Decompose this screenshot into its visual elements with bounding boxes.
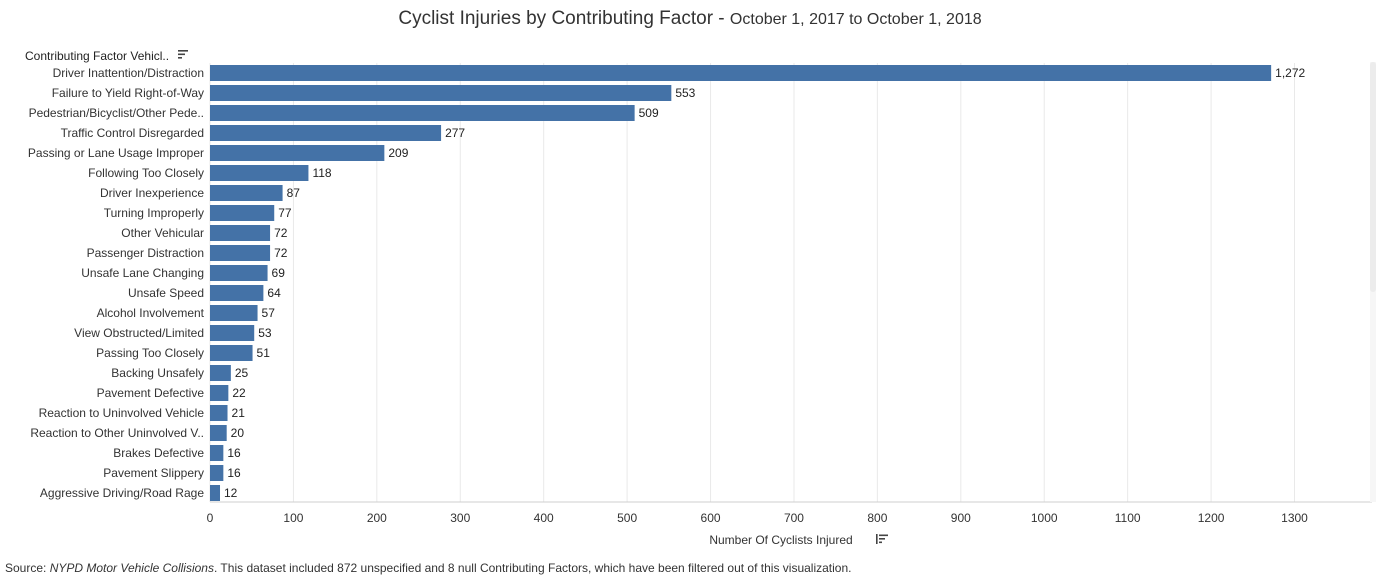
bar[interactable] [210, 485, 221, 501]
source-prefix: Source: [5, 561, 50, 575]
bar[interactable] [210, 405, 228, 421]
category-label: Reaction to Other Uninvolved V.. [30, 426, 204, 440]
bar[interactable] [210, 165, 309, 181]
source-note: Source: NYPD Motor Vehicle Collisions. T… [5, 561, 851, 575]
category-label: Failure to Yield Right-of-Way [52, 86, 204, 100]
bar[interactable] [210, 225, 271, 241]
data-label: 72 [274, 226, 288, 240]
sort-descending-icon[interactable] [876, 534, 888, 544]
source-dataset: NYPD Motor Vehicle Collisions [49, 561, 214, 575]
x-tick-label: 1000 [1031, 511, 1058, 525]
data-label: 12 [224, 486, 238, 500]
chart-title: Cyclist Injuries by Contributing Factor … [0, 8, 1380, 30]
x-tick-label: 1100 [1115, 511, 1141, 525]
data-label: 77 [278, 206, 292, 220]
bar[interactable] [210, 385, 229, 401]
bar[interactable] [210, 65, 1272, 81]
category-label: Other Vehicular [121, 226, 204, 240]
source-description: . This dataset included 872 unspecified … [213, 561, 852, 575]
x-tick-label: 200 [367, 511, 387, 525]
data-label: 25 [235, 366, 249, 380]
x-tick-label: 600 [701, 511, 721, 525]
data-label: 118 [312, 166, 331, 180]
data-label: 277 [445, 126, 465, 140]
x-tick-label: 1200 [1198, 511, 1225, 525]
category-label: Pavement Defective [97, 386, 205, 400]
bar[interactable] [210, 365, 231, 381]
data-label: 553 [675, 86, 695, 100]
bar[interactable] [210, 245, 271, 261]
category-label: Reaction to Uninvolved Vehicle [39, 406, 205, 420]
x-tick-label: 1300 [1281, 511, 1308, 525]
value-labels: 1,272 553 509 277 209 118 87 77 72 72 69 64 57 53 51 25… [224, 66, 1305, 500]
category-label: Passing Too Closely [96, 346, 204, 360]
category-label: Unsafe Speed [128, 286, 204, 300]
bar[interactable] [210, 445, 224, 461]
category-label: Aggressive Driving/Road Rage [40, 486, 204, 500]
bar[interactable] [210, 185, 283, 201]
x-tick-label: 0 [207, 511, 214, 525]
vertical-scrollbar-thumb[interactable] [1370, 62, 1376, 292]
data-label: 209 [388, 146, 408, 160]
bar[interactable] [210, 425, 227, 441]
category-label: Traffic Control Disregarded [61, 126, 204, 140]
data-label: 16 [227, 466, 241, 480]
bar[interactable] [210, 145, 385, 161]
data-label: 53 [258, 326, 272, 340]
x-tick-label: 400 [534, 511, 554, 525]
data-label: 57 [262, 306, 276, 320]
x-tick-label: 700 [784, 511, 804, 525]
data-label: 509 [639, 106, 659, 120]
data-label: 1,272 [1275, 66, 1305, 80]
category-label: Following Too Closely [88, 166, 204, 180]
data-label: 69 [272, 266, 286, 280]
gridlines [209, 63, 1295, 502]
category-label: Passenger Distraction [87, 246, 204, 260]
bar[interactable] [210, 85, 672, 101]
bar[interactable] [210, 325, 255, 341]
data-label: 21 [232, 406, 246, 420]
category-label: Driver Inattention/Distraction [53, 66, 204, 80]
category-label: Brakes Defective [113, 446, 204, 460]
category-label: View Obstructed/Limited [74, 326, 204, 340]
bar[interactable] [210, 205, 275, 221]
bar[interactable] [210, 285, 264, 301]
x-tick-label: 800 [867, 511, 887, 525]
bar[interactable] [210, 345, 253, 361]
category-label: Unsafe Lane Changing [81, 266, 204, 280]
data-label: 87 [287, 186, 301, 200]
category-labels: Driver Inattention/Distraction Failure to… [28, 66, 205, 500]
category-label: Turning Improperly [104, 206, 204, 220]
bar[interactable] [210, 465, 224, 481]
bar[interactable] [210, 265, 268, 281]
category-label: Alcohol Involvement [97, 306, 205, 320]
bar[interactable] [210, 305, 258, 321]
category-label: Pavement Slippery [103, 466, 204, 480]
x-tick-label: 500 [617, 511, 637, 525]
x-axis-title: Number Of Cyclists Injured [709, 533, 852, 547]
x-tick-labels: 0 100 200 300 400 500 600 700 800 900 1000 1100 1200… [207, 511, 1309, 525]
category-label: Passing or Lane Usage Improper [28, 146, 204, 160]
chart-title-separator: - [713, 8, 730, 29]
category-label: Pedestrian/Bicyclist/Other Pede.. [29, 106, 204, 120]
x-tick-label: 900 [951, 511, 971, 525]
bar[interactable] [210, 125, 442, 141]
data-label: 22 [232, 386, 246, 400]
sort-lines-icon[interactable] [178, 50, 188, 59]
bars [210, 65, 1272, 501]
data-label: 20 [231, 426, 245, 440]
chart-subtitle: October 1, 2017 to October 1, 2018 [729, 11, 982, 28]
data-label: 64 [267, 286, 281, 300]
data-label: 16 [227, 446, 241, 460]
x-tick-label: 100 [283, 511, 303, 525]
chart-title-main: Cyclist Injuries by Contributing Factor [398, 8, 714, 29]
data-label: 51 [257, 346, 271, 360]
category-axis-header: Contributing Factor Vehicl.. [25, 49, 169, 63]
x-tick-label: 300 [450, 511, 470, 525]
bar[interactable] [210, 105, 635, 121]
category-label: Backing Unsafely [111, 366, 204, 380]
data-label: 72 [274, 246, 288, 260]
category-label: Driver Inexperience [100, 186, 204, 200]
